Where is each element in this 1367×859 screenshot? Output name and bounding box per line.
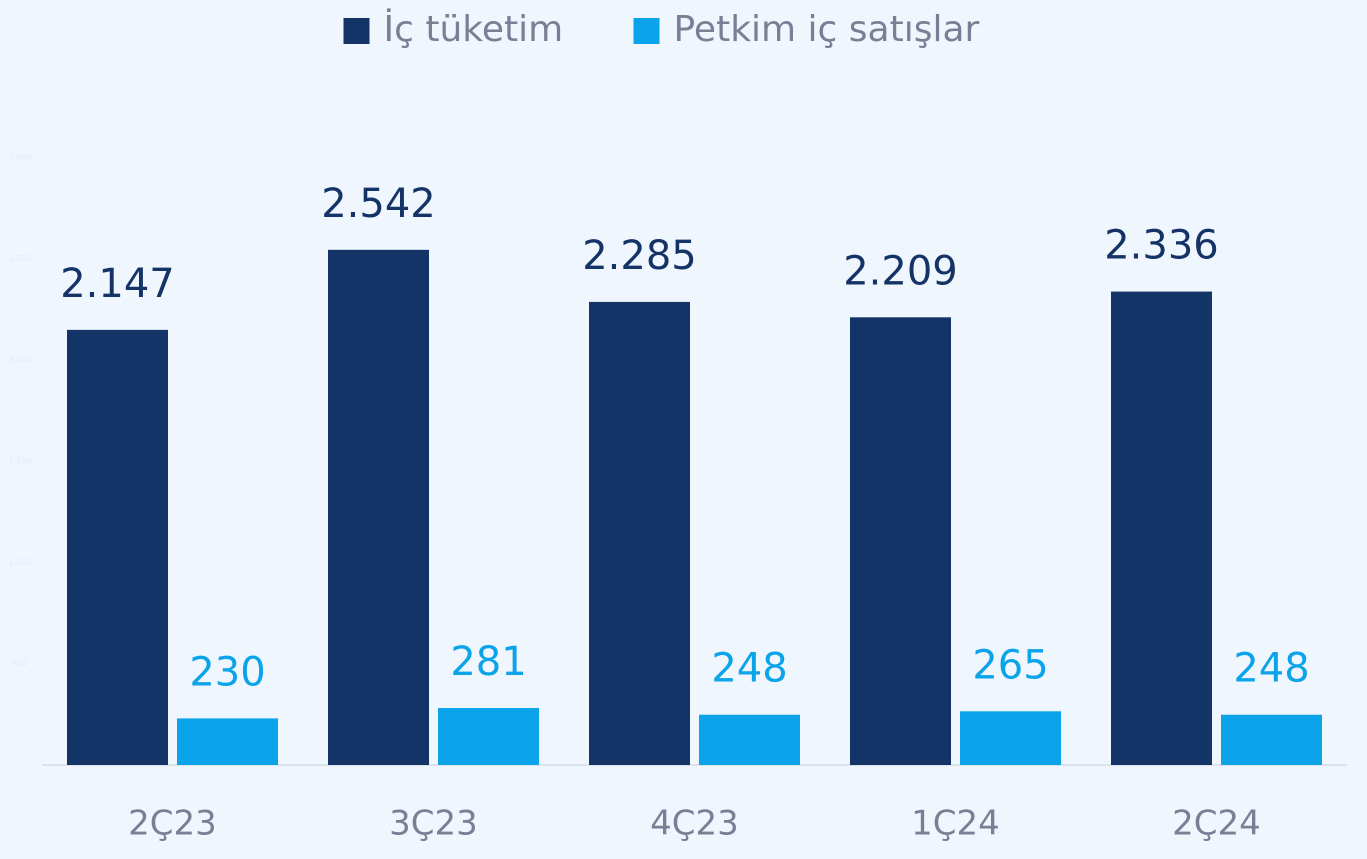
data-label: 248 [711,646,787,692]
y-tick-label: 3.000 [9,153,32,162]
x-tick-label: 1Ç24 [911,804,1000,844]
x-tick-label: 2Ç23 [128,804,217,844]
data-label: 281 [450,639,526,685]
x-tick-label: 4Ç23 [650,804,739,844]
data-label: 2.285 [582,233,697,279]
bar [1221,714,1322,765]
data-label: 2.209 [843,248,958,294]
bar [1111,291,1212,765]
x-tick-label: 2Ç24 [1172,804,1261,844]
bar [850,317,951,765]
data-label: 248 [1233,646,1309,692]
data-label: 230 [189,649,265,695]
bar [177,718,278,765]
bar [960,711,1061,765]
y-tick-label: 1.000 [9,558,32,567]
bar [438,708,539,765]
data-label: 2.147 [60,261,175,307]
y-tick-label: 2.000 [9,355,32,364]
bar [67,329,168,765]
bar [699,714,800,765]
y-tick-label: 1.500 [9,457,32,466]
y-tick-label: 2.500 [9,254,32,263]
x-tick-label: 3Ç23 [389,804,478,844]
data-label: 2.542 [321,181,436,227]
bar [328,249,429,765]
legend-label: Petkim iç satışlar [674,9,980,50]
legend-label: İç tüketim [384,8,564,50]
data-label: 2.336 [1104,223,1219,269]
data-label: 265 [972,642,1048,688]
legend-swatch [633,18,660,44]
bar [589,301,690,765]
legend-swatch [343,18,370,44]
y-tick-label: 500 [12,659,27,668]
